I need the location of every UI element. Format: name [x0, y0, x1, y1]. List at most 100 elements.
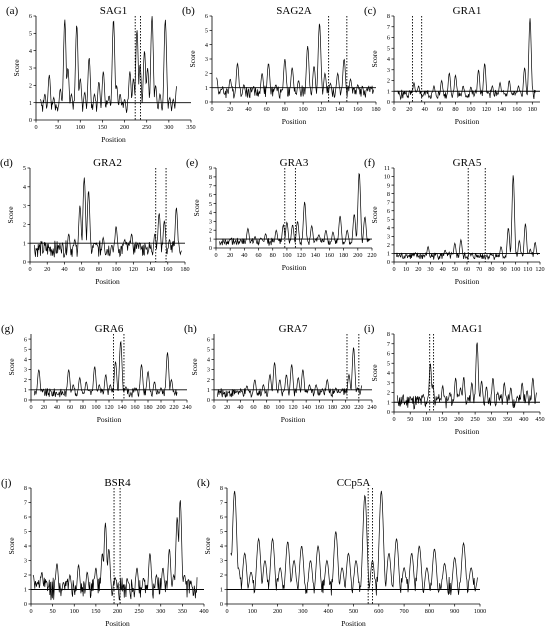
x-tick-label: 120 [288, 404, 297, 411]
y-tick-label: 0 [24, 397, 27, 404]
x-tick-label: 50 [50, 608, 56, 615]
y-tick-label: 4 [207, 357, 210, 364]
x-tick-label: 200 [120, 124, 129, 131]
y-tick-label: 0 [207, 397, 210, 404]
x-tick-label: 40 [245, 106, 251, 113]
y-tick-label: 4 [23, 184, 26, 191]
panel-title: GRA5 [453, 157, 482, 169]
score-line [219, 172, 371, 246]
y-tick-label: 3 [387, 67, 390, 74]
x-tick-label: 80 [96, 266, 102, 273]
x-tick-label: 300 [298, 608, 307, 615]
x-tick-label: 350 [503, 416, 512, 423]
y-tick-label: 6 [207, 336, 210, 343]
y-tick-label: 5 [205, 28, 208, 35]
y-axis-label: Score [190, 358, 199, 376]
x-tick-label: 50 [452, 266, 458, 273]
x-tick-label: 80 [264, 404, 270, 411]
y-tick-label: 1 [220, 587, 223, 594]
x-tick-label: 0 [29, 404, 32, 411]
panel-gra2: 0 20 40 60 80 100 120 140 160 180 0 1 2 3 4 5 (d) GRA2 Pos… [0, 157, 190, 286]
x-tick-label: 140 [302, 404, 311, 411]
y-tick-label: 6 [220, 514, 223, 521]
y-tick-label: 3 [23, 203, 26, 210]
x-tick-label: 100 [511, 266, 520, 273]
x-tick-label: 100 [76, 124, 85, 131]
x-tick-label: 180 [143, 404, 152, 411]
panel-gra3: 0 20 40 60 80 100 120 140 160 180 200 2200123456789… [186, 157, 377, 272]
y-tick-label: 1 [387, 88, 390, 95]
y-tick-label: 2 [24, 377, 27, 384]
x-tick-label: 200 [454, 416, 463, 423]
x-tick-label: 0 [214, 252, 217, 259]
y-tick-label: 0 [387, 259, 390, 266]
x-tick-label: 240 [367, 404, 376, 411]
y-tick-label: 6 [205, 13, 208, 20]
panel-title: CCp5A [337, 477, 371, 489]
panel-letter: (k) [197, 477, 210, 489]
y-tick-label: 8 [24, 485, 27, 492]
score-line [40, 16, 177, 113]
y-tick-label: 7 [387, 24, 390, 31]
y-tick-label: 3 [387, 380, 390, 387]
panel-mag1: 0 50 100 150 200 250 300 350 400 450 0 1 2 3 4 5 6 7 8 (i) M… [364, 323, 545, 436]
y-tick-label: 8 [387, 13, 390, 20]
y-tick-label: 1 [24, 587, 27, 594]
x-tick-label: 220 [354, 404, 363, 411]
score-line [32, 500, 198, 601]
x-tick-label: 40 [61, 266, 67, 273]
x-tick-label: 80 [452, 106, 458, 113]
x-axis-label: Position [101, 135, 126, 144]
x-tick-label: 160 [512, 106, 521, 113]
score-line [33, 177, 182, 258]
y-tick-label: 6 [387, 35, 390, 42]
y-tick-label: 8 [220, 485, 223, 492]
x-axis-label: Position [97, 415, 122, 424]
panel-title: GRA1 [453, 5, 482, 17]
x-tick-label: 40 [54, 404, 60, 411]
x-tick-label: 600 [374, 608, 383, 615]
x-tick-label: 120 [317, 106, 326, 113]
x-tick-label: 150 [438, 416, 447, 423]
x-tick-label: 180 [371, 106, 380, 113]
x-tick-label: 200 [273, 608, 282, 615]
y-tick-label: 0 [220, 601, 223, 608]
y-tick-label: 2 [209, 227, 212, 234]
y-tick-label: 1 [387, 399, 390, 406]
y-tick-label: 5 [387, 216, 390, 223]
y-tick-label: 9 [387, 182, 390, 189]
y-tick-label: 4 [24, 357, 27, 364]
y-tick-label: 0 [24, 601, 27, 608]
score-line [216, 23, 375, 100]
panel-letter: (a) [6, 5, 19, 17]
y-tick-label: 1 [207, 387, 210, 394]
x-tick-label: 200 [113, 608, 122, 615]
score-line [396, 342, 538, 410]
y-tick-label: 4 [387, 225, 390, 232]
x-tick-label: 350 [178, 608, 187, 615]
x-tick-label: 100 [111, 266, 120, 273]
y-tick-label: 1 [23, 240, 26, 247]
x-tick-label: 0 [392, 266, 395, 273]
y-tick-label: 5 [209, 201, 212, 208]
panel-letter: (d) [0, 157, 13, 169]
x-axis-label: Position [282, 117, 307, 126]
y-tick-label: 2 [29, 83, 32, 90]
y-tick-label: 5 [387, 45, 390, 52]
y-tick-label: 7 [387, 199, 390, 206]
x-tick-label: 140 [335, 106, 344, 113]
x-tick-label: 80 [488, 266, 494, 273]
y-tick-label: 8 [387, 331, 390, 338]
y-tick-label: 8 [209, 174, 212, 181]
x-tick-label: 80 [282, 106, 288, 113]
score-line [397, 18, 536, 101]
x-tick-label: 100 [282, 252, 291, 259]
x-tick-label: 20 [41, 404, 47, 411]
x-tick-label: 180 [528, 106, 537, 113]
x-tick-label: 0 [28, 266, 31, 273]
x-tick-label: 220 [367, 252, 376, 259]
panel-title: SAG1 [100, 5, 128, 17]
x-tick-label: 20 [227, 106, 233, 113]
y-tick-label: 0 [387, 99, 390, 106]
